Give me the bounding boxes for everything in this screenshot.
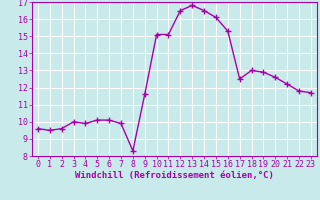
X-axis label: Windchill (Refroidissement éolien,°C): Windchill (Refroidissement éolien,°C) <box>75 171 274 180</box>
